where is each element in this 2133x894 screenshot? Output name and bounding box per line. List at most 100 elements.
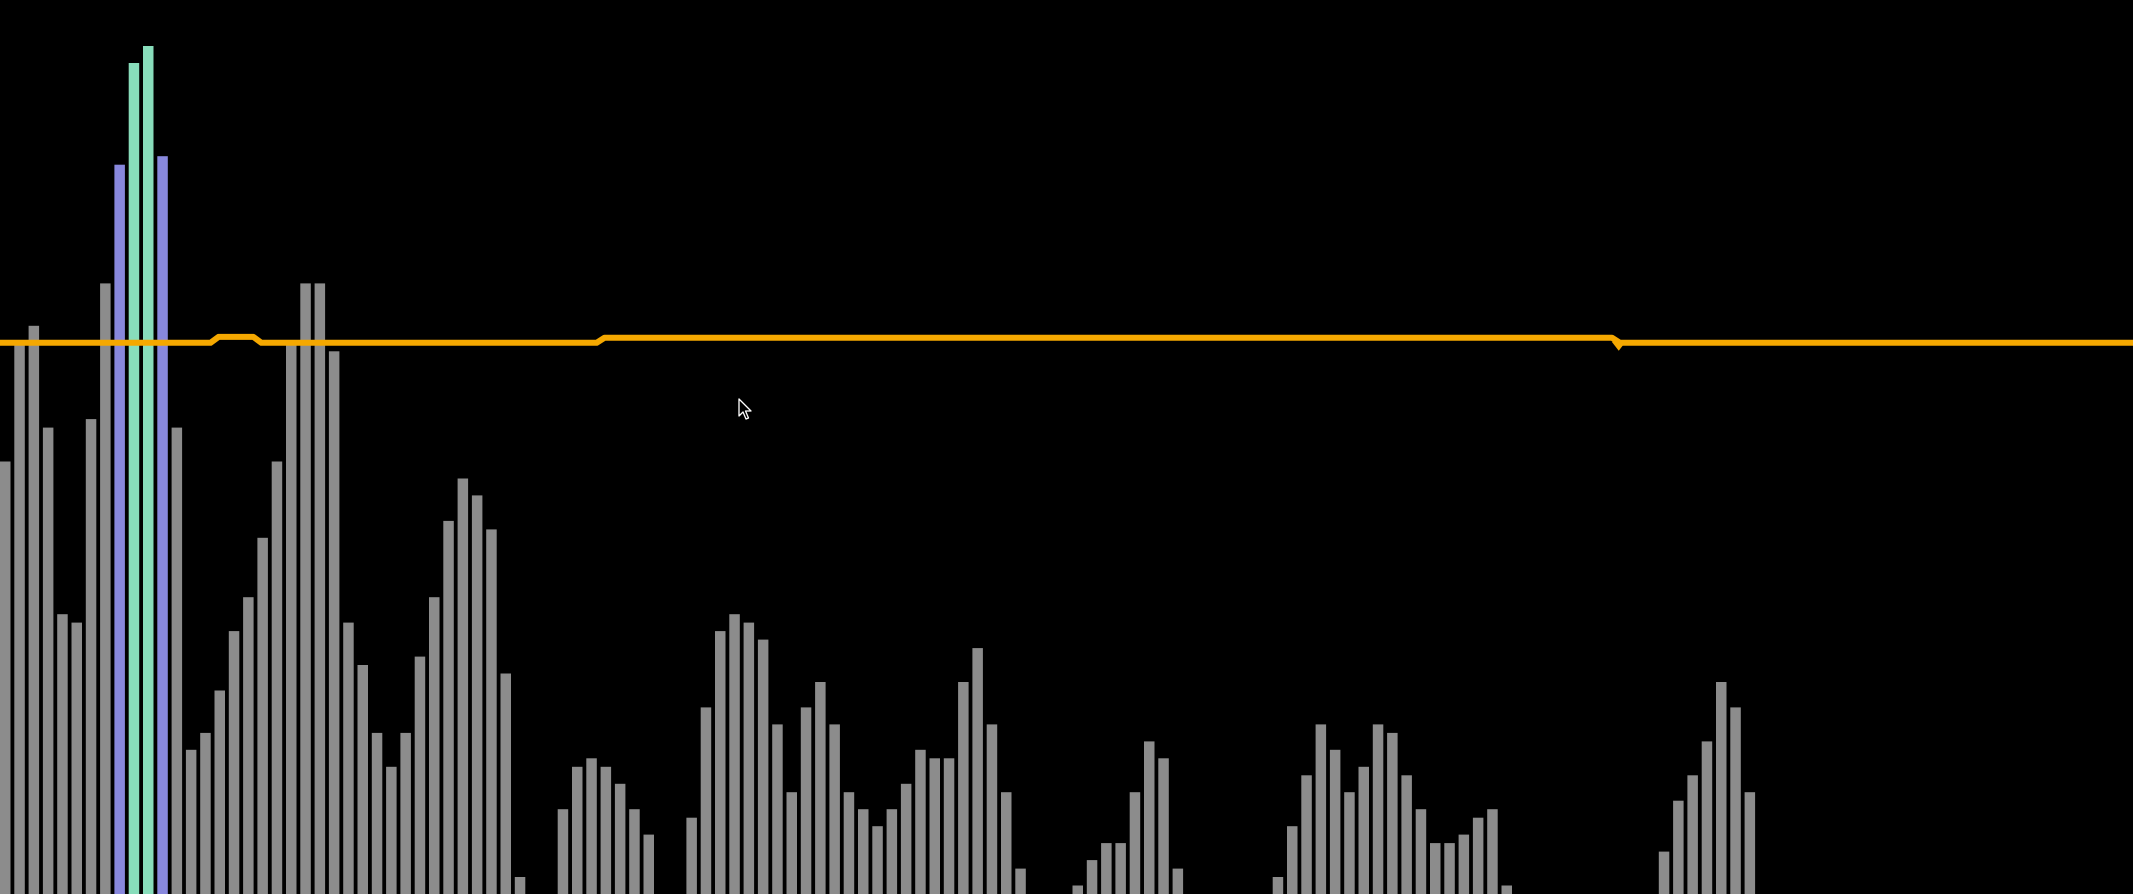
- bar: [1444, 843, 1455, 894]
- bar: [943, 758, 955, 894]
- bar: [1472, 817, 1484, 894]
- bar: [1716, 682, 1727, 894]
- bar: [57, 614, 68, 894]
- bar: [986, 724, 998, 894]
- bar: [1658, 851, 1670, 894]
- bar: [1344, 792, 1355, 894]
- bar: [486, 529, 497, 894]
- bar: [557, 809, 569, 894]
- bar: [686, 817, 697, 894]
- bar: [1287, 826, 1298, 894]
- bar: [1387, 732, 1398, 894]
- mouse-pointer-icon: [738, 398, 752, 420]
- bar: [500, 673, 511, 894]
- bar: [1301, 775, 1312, 894]
- bar: [114, 164, 125, 894]
- bar: [886, 809, 898, 894]
- bar: [1687, 775, 1698, 894]
- bar: [143, 46, 154, 894]
- bar: [958, 682, 969, 894]
- bar: [1329, 749, 1341, 894]
- bar: [757, 639, 769, 894]
- bar: [300, 283, 311, 894]
- bar: [858, 809, 869, 894]
- bar: [185, 749, 197, 894]
- bar: [872, 826, 883, 894]
- bar: [1372, 724, 1384, 894]
- bar: [1172, 868, 1184, 894]
- bar: [71, 622, 82, 894]
- bar: [929, 758, 940, 894]
- bar: [28, 325, 40, 894]
- bar: [443, 520, 454, 894]
- bar: [1730, 707, 1741, 894]
- bar: [729, 614, 740, 894]
- threshold-dip-marker: [1611, 341, 1626, 351]
- bar: [1458, 834, 1470, 894]
- bar: [457, 478, 469, 894]
- bar: [1072, 885, 1083, 894]
- bar: [271, 461, 283, 894]
- bar: [314, 283, 326, 894]
- bar: [572, 766, 583, 894]
- bar: [1358, 766, 1369, 894]
- bar-series: [0, 46, 1756, 894]
- bar: [700, 707, 712, 894]
- bar: [1401, 775, 1412, 894]
- bar: [1015, 868, 1026, 894]
- bar: [600, 766, 612, 894]
- bar: [614, 783, 626, 894]
- bar: [900, 783, 912, 894]
- bar: [400, 732, 411, 894]
- bar: [0, 461, 11, 894]
- bar: [429, 597, 440, 894]
- bar: [1086, 860, 1098, 894]
- bar: [414, 656, 426, 894]
- threshold-line-path: [0, 333, 2133, 346]
- bar: [715, 631, 726, 894]
- bar: [629, 809, 640, 894]
- bar: [1315, 724, 1327, 894]
- bar: [1001, 792, 1012, 894]
- bar: [228, 631, 240, 894]
- bar: [386, 766, 397, 894]
- bar: [1101, 843, 1112, 894]
- bar: [157, 156, 168, 894]
- bar: [200, 732, 211, 894]
- bar: [1744, 792, 1756, 894]
- bar: [14, 342, 25, 894]
- bar: [1272, 877, 1284, 894]
- bar: [128, 63, 140, 894]
- bar: [843, 792, 855, 894]
- bar: [743, 622, 755, 894]
- bar: [328, 351, 340, 894]
- bar: [85, 419, 97, 894]
- bar: [100, 283, 111, 894]
- bar: [829, 724, 840, 894]
- bar: [1673, 800, 1684, 894]
- bar: [286, 342, 297, 894]
- bar: [772, 724, 783, 894]
- bar: [1701, 741, 1713, 894]
- bar: [42, 427, 54, 894]
- bar: [1501, 885, 1512, 894]
- bar: [786, 792, 797, 894]
- bar: [815, 682, 826, 894]
- bar: [1415, 809, 1427, 894]
- bar: [1129, 792, 1141, 894]
- bar: [371, 732, 383, 894]
- bar: [514, 877, 526, 894]
- bar: [915, 749, 926, 894]
- bar: [1487, 809, 1498, 894]
- bar: [343, 622, 354, 894]
- bar: [214, 690, 225, 894]
- bar: [1144, 741, 1155, 894]
- bar: [243, 597, 254, 894]
- bar: [1430, 843, 1441, 894]
- bar: [586, 758, 597, 894]
- bar: [643, 834, 654, 894]
- bar: [800, 707, 812, 894]
- bar: [1115, 843, 1126, 894]
